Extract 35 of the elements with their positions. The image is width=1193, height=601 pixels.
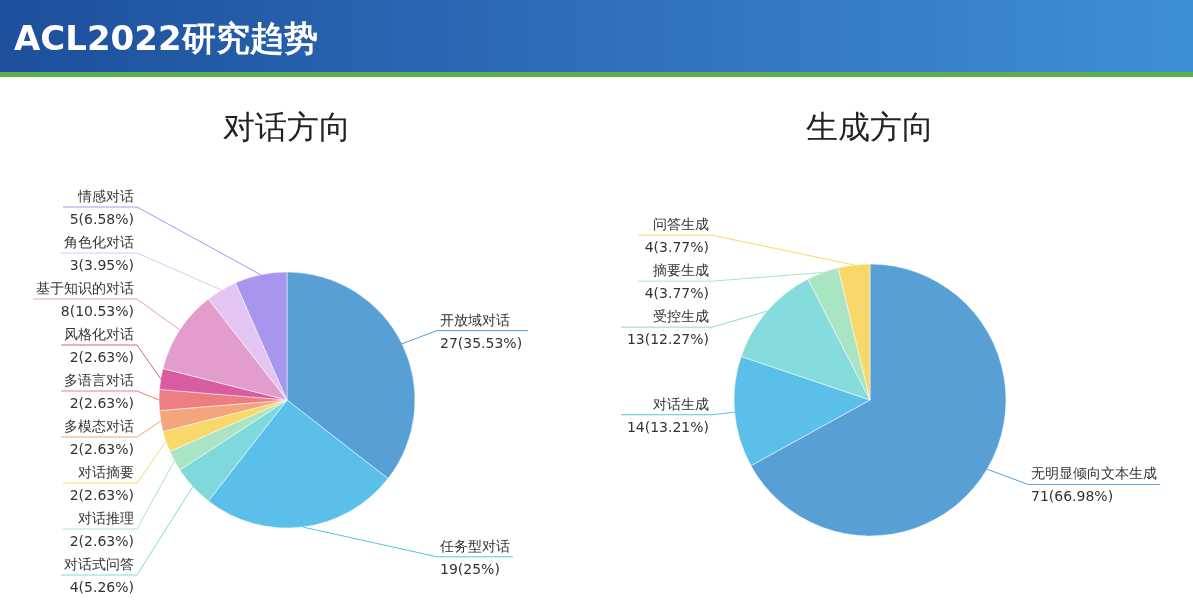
data-label: 2(2.63%): [69, 395, 134, 411]
data-label: 3(3.95%): [69, 257, 134, 273]
data-label: 2(2.63%): [69, 533, 134, 549]
data-label: 2(2.63%): [69, 487, 134, 503]
slice-label: 多语言对话: [64, 372, 134, 388]
slice-label: 摘要生成: [653, 262, 709, 279]
slice-label: 无明显倾向文本生成: [1031, 465, 1157, 482]
text: ACL2022研究趋势: [14, 18, 318, 58]
slice-label: 问答生成: [653, 216, 709, 233]
data-label: 4(3.77%): [644, 239, 709, 256]
slice-label: 多模态对话: [64, 418, 134, 434]
slice-label: 风格化对话: [64, 326, 134, 342]
chart-title: 对话方向: [223, 108, 351, 146]
slice-label: 开放域对话: [440, 311, 510, 328]
slice-label: 对话式问答: [64, 556, 134, 572]
data-label: 2(2.63%): [69, 349, 134, 365]
slice-label: 情感对话: [77, 188, 134, 204]
data-label: 5(6.58%): [69, 211, 134, 227]
slice-label: 受控生成: [653, 308, 709, 325]
slice-label: 任务型对话: [439, 537, 510, 554]
data-label: 13(12.27%): [626, 331, 709, 348]
data-label: 19(25%): [440, 560, 500, 577]
slice-label: 对话推理: [78, 510, 134, 526]
slice-label: 基于知识的对话: [36, 280, 134, 296]
data-label: 14(13.21%): [626, 418, 709, 435]
slice-label: 角色化对话: [64, 234, 134, 250]
data-label: 2(2.63%): [69, 441, 134, 457]
data-label: 27(35.53%): [440, 334, 523, 351]
data-label: 71(66.98%): [1031, 488, 1114, 505]
slice-label: 对话摘要: [78, 464, 134, 480]
data-label: 4(3.77%): [644, 285, 709, 302]
data-label: 4(5.26%): [69, 579, 134, 595]
slice-label: 对话生成: [653, 395, 709, 412]
chart-title: 生成方向: [806, 108, 934, 146]
data-label: 8(10.53%): [60, 303, 134, 319]
